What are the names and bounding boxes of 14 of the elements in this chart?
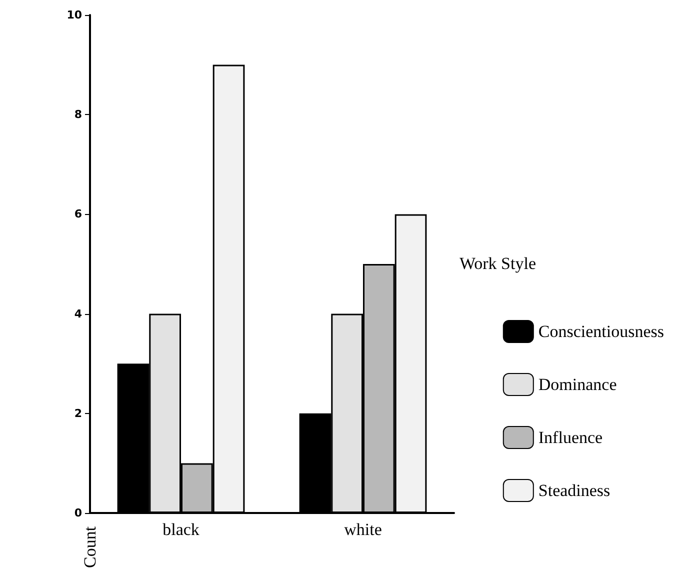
y-axis-title: Count xyxy=(80,526,100,568)
y-tick-label: 0 xyxy=(74,506,82,520)
legend-label: Conscientiousness xyxy=(538,322,664,341)
legend-label: Steadiness xyxy=(538,481,610,500)
y-tick-label: 2 xyxy=(74,406,82,420)
legend-title: Work Style xyxy=(459,254,536,273)
x-tick-label: white xyxy=(344,520,382,539)
x-tick-label: black xyxy=(162,520,200,539)
y-tick-label: 8 xyxy=(74,108,82,122)
legend-label: Dominance xyxy=(538,375,617,394)
y-tick-label: 6 xyxy=(74,208,82,221)
y-tick-label: 10 xyxy=(66,8,82,22)
y-tick-label: 4 xyxy=(74,307,82,320)
legend-label: Influence xyxy=(538,428,603,447)
